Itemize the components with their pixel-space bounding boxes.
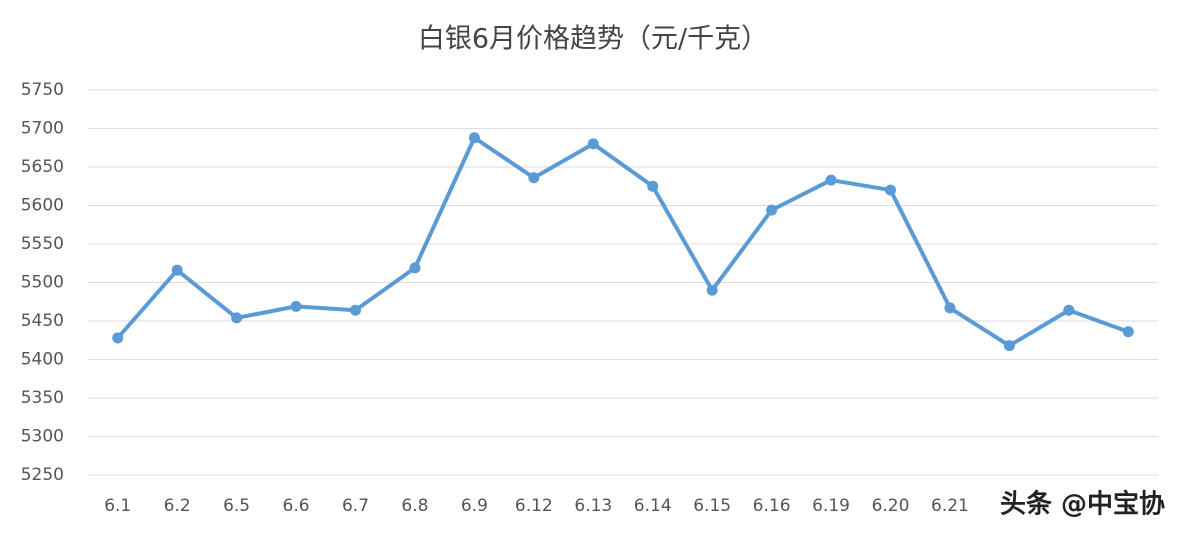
point [825, 174, 837, 186]
x-tick-label: 6.7 [342, 496, 369, 516]
y-tick-label: 5750 [21, 80, 64, 100]
x-tick-label: 6.5 [223, 496, 250, 516]
point [468, 132, 480, 144]
point [409, 262, 421, 274]
y-tick-label: 5600 [21, 196, 64, 216]
point [1122, 326, 1134, 338]
x-tick-label: 6.9 [461, 496, 488, 516]
point [885, 184, 896, 196]
y-tick-label: 5450 [21, 311, 64, 331]
point [587, 138, 599, 150]
point [766, 204, 778, 216]
x-tick-label: 6.20 [872, 496, 910, 516]
point [290, 300, 302, 312]
y-tick-label: 5300 [21, 427, 64, 447]
y-tick-label: 5250 [21, 465, 64, 485]
y-tick-label: 5550 [21, 234, 64, 254]
x-tick-label: 6.2 [164, 496, 191, 516]
y-tick-label: 5700 [21, 119, 64, 139]
x-tick-label: 6.1 [104, 496, 131, 516]
y-tick-label: 5500 [21, 273, 64, 293]
point [528, 172, 540, 184]
x-tick-label: 6.6 [283, 496, 310, 516]
x-tick-label: 6.12 [515, 496, 553, 516]
point [1063, 304, 1075, 316]
point [350, 304, 361, 316]
point [706, 284, 718, 296]
point [231, 312, 243, 324]
x-tick-label: 6.21 [931, 496, 969, 516]
point [1003, 340, 1015, 352]
x-tick-label: 6.8 [401, 496, 428, 516]
y-tick-label: 5400 [21, 350, 64, 370]
y-tick-label: 5350 [21, 388, 64, 408]
line [116, 135, 1129, 348]
point [112, 332, 124, 344]
x-tick-label: 6.16 [753, 496, 791, 516]
watermark: 头条 @中宝协 [1000, 489, 1165, 520]
x-tick-label: 6.15 [693, 496, 731, 516]
point [944, 302, 956, 314]
x-tick-label: 6.19 [812, 496, 850, 516]
x-tick-label: 6.13 [574, 496, 612, 516]
point [647, 180, 659, 192]
x-tick-label: 6.14 [634, 496, 672, 516]
chart-title: 白银6月价格趋势（元/千克） [418, 24, 768, 55]
y-tick-label: 5650 [21, 157, 64, 177]
point [171, 264, 183, 276]
